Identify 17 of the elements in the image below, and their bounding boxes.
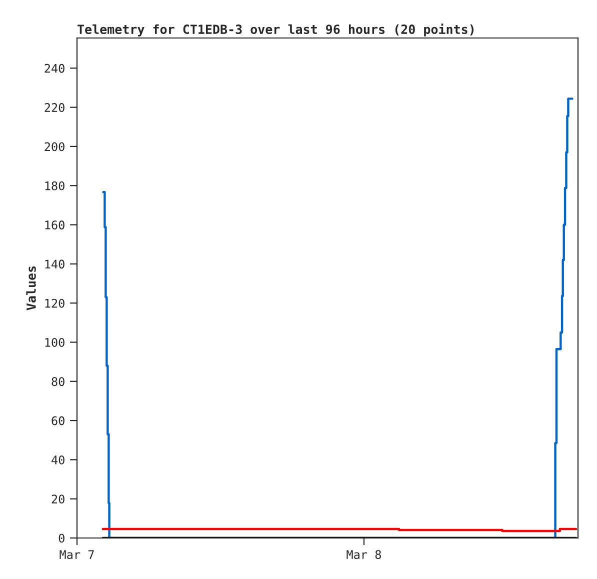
y-axis-title: Values	[26, 266, 36, 310]
y-tick-label: 180	[45, 181, 64, 190]
y-tick-label: 240	[44, 64, 64, 73]
y-tick-label: 0	[58, 534, 64, 543]
y-tick-label: 100	[45, 338, 64, 347]
chart-title: Telemetry for CT1EDB-3 over last 96 hours (20 points)	[78, 24, 474, 36]
y-tick-label: 220	[44, 103, 64, 112]
x-tick-label: Mar 7	[60, 550, 94, 560]
y-tick-label: 20	[52, 494, 64, 504]
x-tick-label: Mar 8	[346, 550, 381, 560]
y-tick-label: 120	[45, 298, 64, 308]
y-tick-label: 60	[52, 416, 64, 426]
y-tick-label: 40	[52, 455, 64, 464]
y-tick-label: 80	[52, 377, 64, 386]
y-tick-label: 160	[45, 220, 64, 230]
y-tick-label: 200	[44, 142, 64, 152]
y-tick-label: 140	[45, 260, 64, 269]
